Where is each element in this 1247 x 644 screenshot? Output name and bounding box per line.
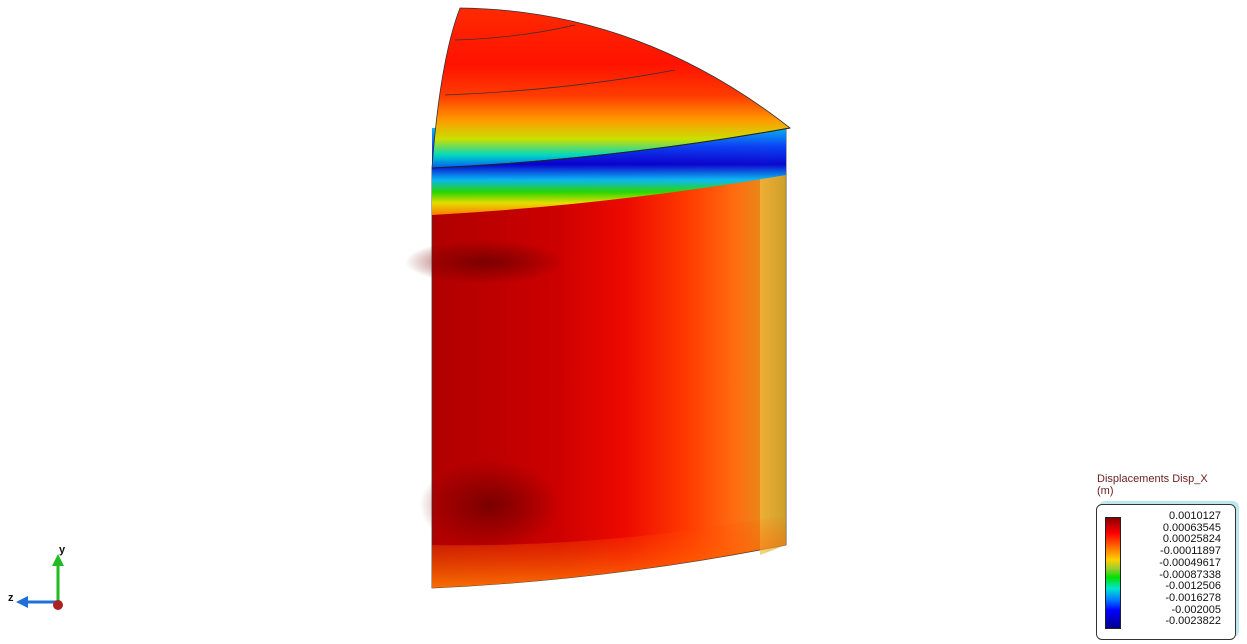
cylinder-bottom-band	[432, 515, 786, 588]
legend-value: -0.00011897	[1160, 545, 1221, 558]
legend-value: -0.002005	[1171, 603, 1221, 616]
legend-values: 0.0010127 0.00063545 0.00025824 -0.00011…	[1159, 510, 1221, 628]
legend-value: 0.00025824	[1162, 533, 1221, 546]
legend-value: 0.0010127	[1169, 510, 1221, 522]
y-axis-arrowhead	[52, 554, 64, 566]
color-legend[interactable]: 0.0010127 0.00063545 0.00025824 -0.00011…	[1096, 504, 1236, 640]
dark-spot-lower	[420, 460, 560, 550]
legend-value: -0.0016278	[1165, 591, 1221, 604]
legend-value: -0.0012506	[1165, 580, 1221, 593]
y-axis-label: y	[59, 544, 66, 556]
dome-edge-line-1	[444, 69, 676, 96]
legend-value: -0.0023822	[1165, 615, 1221, 628]
legend-value: -0.00049617	[1159, 556, 1221, 569]
z-axis-label: z	[8, 592, 14, 604]
dome-edge-line-2	[454, 24, 576, 41]
axis-triad: y z	[8, 544, 66, 610]
legend-value: -0.00087338	[1159, 568, 1221, 581]
cylinder-top-edge	[431, 127, 791, 169]
z-axis-arrowhead	[16, 596, 28, 608]
dark-spot-upper	[405, 240, 565, 284]
x-axis-point	[53, 600, 63, 610]
legend-value: 0.00063545	[1162, 521, 1221, 534]
legend-title: Displacements Disp_X	[1097, 473, 1208, 485]
legend-color-bar	[1105, 517, 1121, 629]
legend-units: (m)	[1097, 485, 1114, 497]
cylinder-rim-highlight	[760, 128, 786, 555]
